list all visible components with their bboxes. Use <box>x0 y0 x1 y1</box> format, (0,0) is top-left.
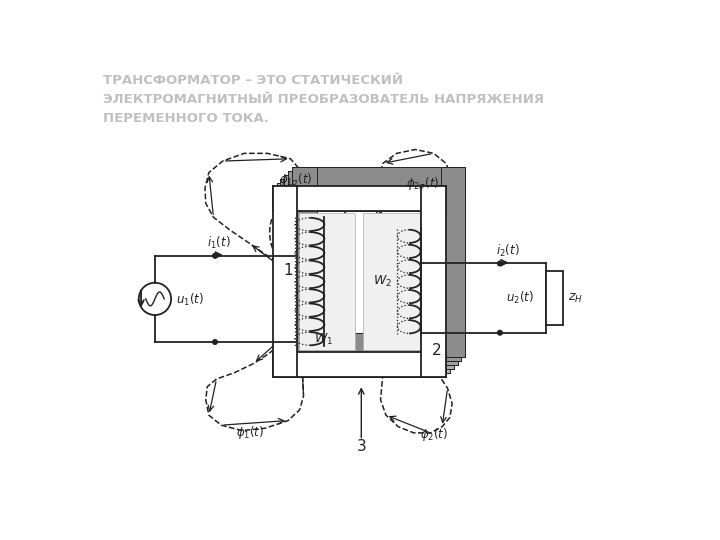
Bar <box>292 167 465 192</box>
Text: $2$: $2$ <box>431 342 441 357</box>
Bar <box>273 352 446 377</box>
Circle shape <box>212 253 217 258</box>
Text: $W_1$: $W_1$ <box>314 332 333 347</box>
Bar <box>281 179 454 204</box>
Bar <box>421 186 446 377</box>
Bar <box>288 171 312 361</box>
Bar <box>363 213 420 350</box>
Text: $W_2$: $W_2$ <box>373 274 392 289</box>
Text: $i_2(t)$: $i_2(t)$ <box>496 243 519 259</box>
Circle shape <box>498 330 503 335</box>
Bar <box>426 183 450 373</box>
Text: ТРАНСФОРМАТОР – ЭТО СТАТИЧЕСКИЙ
ЭЛЕКТРОМАГНИТНЫЙ ПРЕОБРАЗОВАТЕЛЬ НАПРЯЖЕНИЯ
ПЕРЕ: ТРАНСФОРМАТОР – ЭТО СТАТИЧЕСКИЙ ЭЛЕКТРОМ… <box>104 74 544 125</box>
Bar <box>292 167 317 357</box>
Bar <box>421 186 446 377</box>
Bar <box>273 352 446 377</box>
Text: $\phi_{1\sigma}(t)$: $\phi_{1\sigma}(t)$ <box>279 171 312 188</box>
Bar <box>276 348 450 373</box>
Text: $\phi_2(t)$: $\phi_2(t)$ <box>420 426 449 443</box>
Bar <box>281 179 305 369</box>
Bar <box>284 175 457 200</box>
Bar <box>429 179 454 369</box>
Text: $u_1(t)$: $u_1(t)$ <box>176 292 204 308</box>
Circle shape <box>212 340 217 345</box>
Bar <box>273 186 446 211</box>
Bar <box>441 167 465 357</box>
Bar <box>288 336 462 361</box>
Text: $3$: $3$ <box>356 438 366 454</box>
Bar <box>292 333 465 357</box>
Bar <box>546 271 563 325</box>
Text: $\phi_{2\sigma}(t)$: $\phi_{2\sigma}(t)$ <box>406 175 440 192</box>
Bar <box>276 183 301 373</box>
Bar <box>284 175 309 365</box>
Bar <box>299 213 355 350</box>
Text: $i_1(t)$: $i_1(t)$ <box>207 235 230 252</box>
Text: $z_H$: $z_H$ <box>567 292 582 305</box>
Text: $1$: $1$ <box>283 262 293 278</box>
Bar <box>276 183 450 207</box>
Bar <box>437 171 462 361</box>
Bar <box>273 186 297 377</box>
Text: $u_2(t)$: $u_2(t)$ <box>506 290 534 306</box>
Bar <box>433 175 457 365</box>
Bar <box>288 171 462 195</box>
Bar <box>273 186 446 211</box>
Circle shape <box>498 261 503 266</box>
Bar <box>284 340 457 365</box>
Bar <box>281 345 454 369</box>
Text: $\phi_1(t)$: $\phi_1(t)$ <box>235 424 264 441</box>
Bar <box>273 186 297 377</box>
